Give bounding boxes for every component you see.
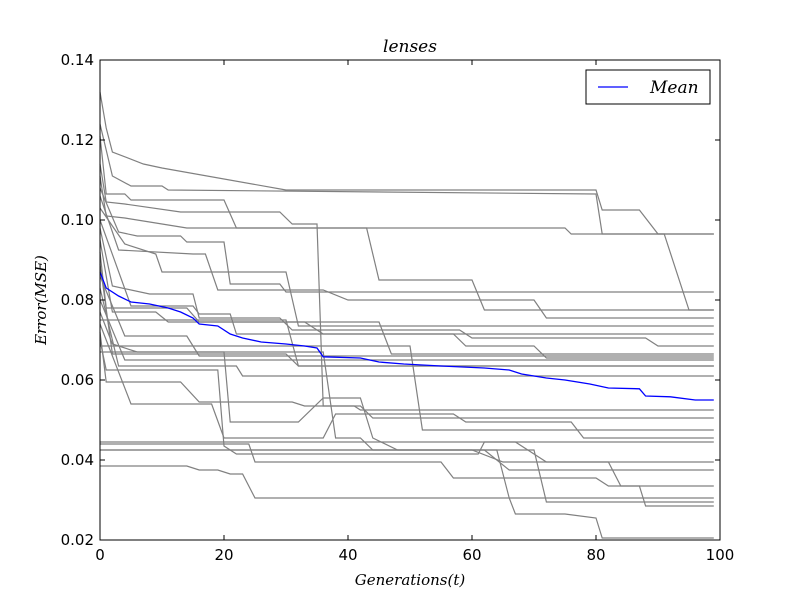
y-tick-label: 0.04: [61, 451, 94, 469]
run-line-25: [100, 449, 714, 539]
x-tick-label: 0: [95, 546, 105, 564]
x-tick-label: 60: [462, 546, 481, 564]
run-line-11: [99, 239, 714, 355]
run-line-14: [99, 275, 714, 357]
run-line-9: [99, 219, 714, 335]
legend-box: [585, 69, 711, 105]
x-tick-label: 80: [586, 546, 605, 564]
run-line-6: [99, 187, 714, 293]
x-tick-label: 40: [338, 546, 357, 564]
run-line-5: [99, 175, 714, 311]
run-line-27: [100, 319, 714, 367]
legend-mean-label: Mean: [649, 78, 699, 98]
y-tick-label: 0.10: [61, 211, 94, 229]
x-axis: 0 20 40 60 80 100: [95, 60, 734, 564]
run-line-2: [99, 123, 714, 311]
y-tick-label: 0.14: [61, 51, 94, 69]
run-line-28: [100, 345, 714, 431]
y-tick-label: 0.12: [61, 131, 94, 149]
run-line-1: [99, 91, 714, 235]
mean-layer: [99, 271, 714, 401]
run-line-15: [99, 287, 714, 377]
run-line-12: [99, 251, 714, 359]
run-line-18: [99, 323, 714, 439]
run-line-24: [100, 465, 714, 499]
run-line-22: [100, 443, 714, 487]
series-layer: [99, 91, 714, 539]
run-line-8: [99, 207, 714, 327]
run-line-4: [99, 163, 714, 411]
x-axis-label: Generations(t): [355, 571, 466, 589]
run-line-7: [99, 195, 714, 319]
y-axis-label: Error(MSE): [32, 255, 50, 346]
y-tick-label: 0.08: [61, 291, 94, 309]
x-tick-label: 20: [214, 546, 233, 564]
mean-line: [99, 271, 714, 401]
y-tick-label: 0.06: [61, 371, 94, 389]
run-line-19: [99, 331, 714, 419]
run-line-3: [99, 135, 714, 235]
y-tick-label: 0.02: [61, 531, 94, 549]
chart-title: lenses: [383, 37, 437, 57]
x-tick-label: 100: [706, 546, 735, 564]
run-line-10: [99, 227, 714, 347]
y-axis: 0.02 0.04 0.06 0.08 0.10 0.12 0.14: [61, 51, 720, 549]
legend: Mean: [585, 69, 711, 105]
